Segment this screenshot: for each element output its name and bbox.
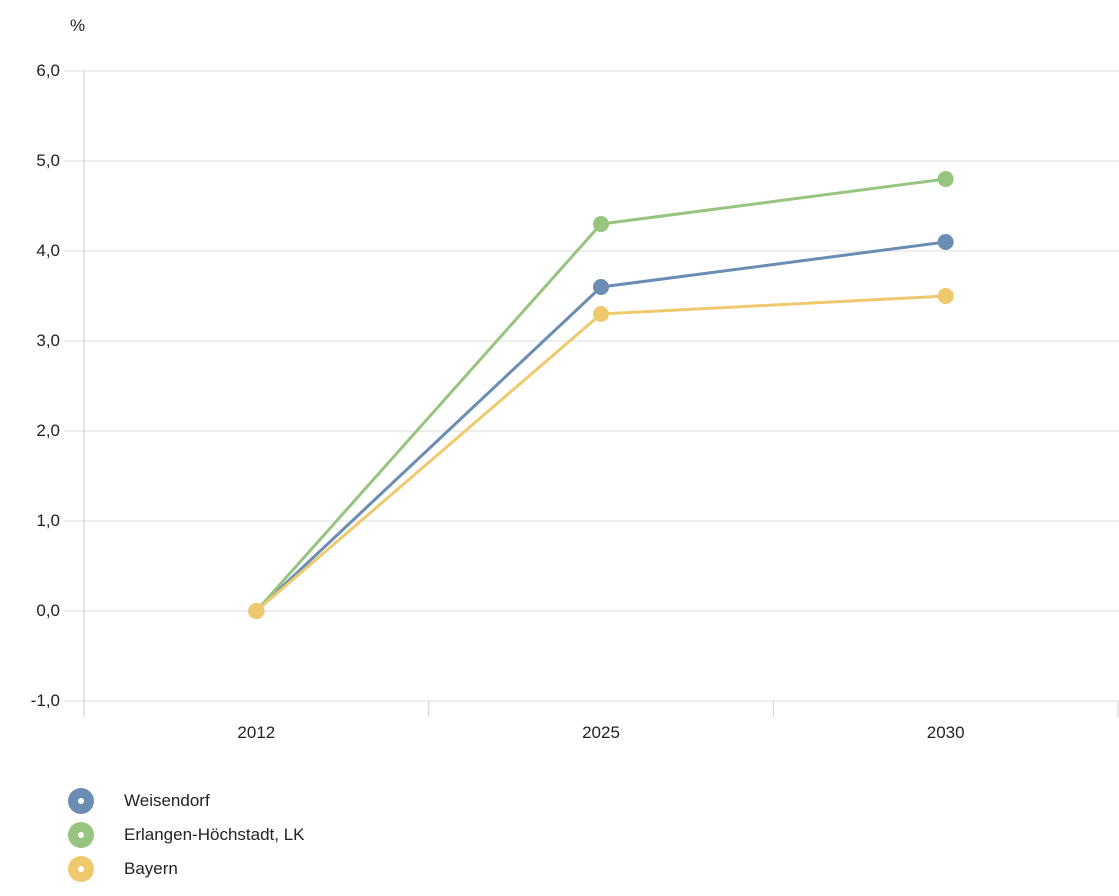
y-tick-label: 5,0	[36, 151, 60, 170]
legend-item[interactable]: Bayern	[68, 852, 305, 886]
legend-marker-icon	[68, 822, 94, 848]
legend-item[interactable]: Erlangen-Höchstadt, LK	[68, 818, 305, 852]
x-tick-label: 2025	[582, 723, 620, 742]
y-tick-label: 0,0	[36, 601, 60, 620]
data-point	[937, 234, 954, 250]
series-line	[255, 294, 946, 613]
y-unit-label: %	[70, 16, 85, 35]
series-line	[255, 240, 946, 613]
legend-label: Bayern	[124, 859, 178, 878]
y-tick-label: -1,0	[31, 691, 60, 710]
legend-label: Erlangen-Höchstadt, LK	[124, 825, 305, 844]
legend: Weisendorf Erlangen-Höchstadt, LK Bayern	[68, 784, 305, 886]
legend-label: Weisendorf	[124, 791, 210, 810]
data-point	[593, 279, 609, 295]
data-point	[593, 216, 609, 232]
series-layer	[248, 171, 954, 619]
data-point	[937, 171, 954, 187]
data-point	[593, 306, 609, 322]
data-point	[248, 603, 265, 619]
y-tick-label: 2,0	[36, 421, 60, 440]
y-tick-label: 1,0	[36, 511, 60, 530]
axis-layer: -1,0 0,0 1,0 2,0 3,0 4,0 5,0 6,0 2012 2025 2030	[31, 61, 1119, 742]
legend-item[interactable]: Weisendorf	[68, 784, 305, 818]
x-tick-label: 2030	[927, 723, 965, 742]
y-tick-label: 4,0	[36, 241, 60, 260]
series-line	[255, 177, 946, 612]
y-tick-label: 6,0	[36, 61, 60, 80]
grid-layer	[64, 70, 1119, 702]
legend-marker-icon	[68, 788, 94, 814]
x-tick-label: 2012	[237, 723, 275, 742]
legend-marker-icon	[68, 856, 94, 882]
data-point	[937, 288, 954, 304]
y-tick-label: 3,0	[36, 331, 60, 350]
